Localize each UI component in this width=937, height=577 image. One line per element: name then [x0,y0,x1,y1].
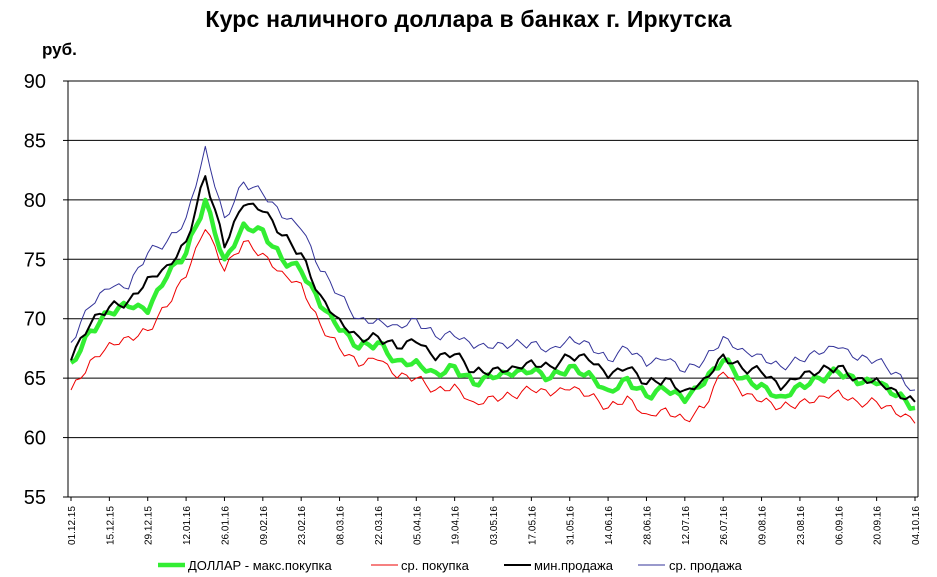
x-tick-label-09.08.16: 09.08.16 [758,506,769,545]
y-tick-labels: 55 60 65 70 75 80 85 90 [24,71,46,509]
x-tick-label-08.03.16: 08.03.16 [336,506,347,545]
series-line-0 [69,197,916,411]
y-tick-label-55: 55 [24,487,46,509]
legend-label-1: ср. покупка [401,558,470,573]
gridlines [68,80,918,498]
x-tick-label-26.01.16: 26.01.16 [220,506,231,545]
x-tick-label-31.05.16: 31.05.16 [566,506,577,545]
legend-label-2: мин.продажа [534,558,614,573]
legend-label-3: ср. продажа [669,558,743,573]
x-tick-label-12.07.16: 12.07.16 [681,506,692,545]
y-tick-label-85: 85 [24,130,46,152]
y-tick-label-80: 80 [24,190,46,212]
series-line-2 [70,175,916,403]
axes [63,80,919,501]
legend-label-0: ДОЛЛАР - макс.покупка [188,558,332,573]
x-tick-label-26.07.16: 26.07.16 [719,506,730,545]
y-tick-label-65: 65 [24,368,46,390]
x-tick-label-22.03.16: 22.03.16 [374,506,385,545]
chart-title: Курс наличного доллара в банках г. Иркут… [205,6,732,32]
x-tick-label-05.04.16: 05.04.16 [412,506,423,545]
x-tick-label-23.02.16: 23.02.16 [297,506,308,545]
x-tick-label-17.05.16: 17.05.16 [527,506,538,545]
legend: ДОЛЛАР - макс.покупка ср. покупка мин.прод… [158,558,743,573]
x-tick-label-15.12.15: 15.12.15 [105,506,116,545]
x-tick-label-19.04.16: 19.04.16 [451,506,462,545]
y-axis-unit-label: руб. [42,40,77,59]
y-tick-label-70: 70 [24,309,46,331]
x-tick-label-01.12.15: 01.12.15 [67,506,78,545]
series-line-1 [70,229,916,424]
x-tick-label-03.05.16: 03.05.16 [489,506,500,545]
y-tick-label-60: 60 [24,428,46,450]
x-tick-label-23.08.16: 23.08.16 [796,506,807,545]
y-tick-label-90: 90 [24,71,46,93]
x-tick-label-06.09.16: 06.09.16 [834,506,845,545]
x-tick-label-14.06.16: 14.06.16 [604,506,615,545]
x-tick-label-09.02.16: 09.02.16 [259,506,270,545]
y-tick-label-75: 75 [24,249,46,271]
x-tick-labels: 01.12.15 15.12.15 29.12.15 12.01.16 26.01.16… [67,506,922,545]
x-tick-label-12.01.16: 12.01.16 [182,506,193,545]
series-line-3 [70,145,916,391]
x-tick-label-04.10.16: 04.10.16 [911,506,922,545]
x-tick-label-29.12.15: 29.12.15 [144,506,155,545]
x-tick-label-28.06.16: 28.06.16 [642,506,653,545]
x-tick-label-20.09.16: 20.09.16 [873,506,884,545]
series-lines [69,145,916,424]
